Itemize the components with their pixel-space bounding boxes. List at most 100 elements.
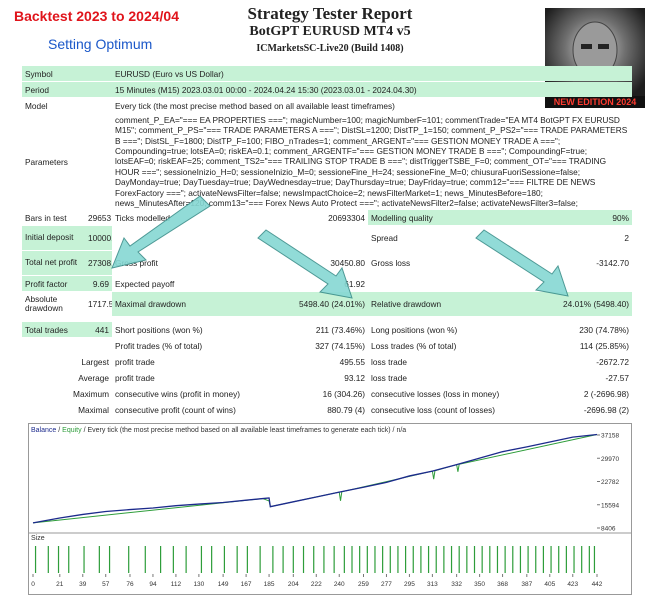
x-tick-label: 295 [404,581,415,588]
y-tick-label: 29970 [601,456,619,463]
size-bar [473,546,476,573]
y-tick-label: 37158 [601,433,619,440]
label: Ticks modelled [115,212,171,223]
value: 230 (74.78%) [579,324,630,335]
x-tick-label: 76 [126,581,134,588]
size-bar [558,546,560,573]
x-tick-label: 185 [264,581,275,588]
size-bar [185,546,187,573]
x-tick-label: 0 [31,581,35,588]
label: Initial deposit [22,226,85,251]
label: profit trade [115,372,155,383]
label: Parameters [25,156,68,167]
value: 211 (73.46%) [315,324,366,335]
size-bar [581,546,583,573]
left-subtitle: Setting Optimum [48,36,153,52]
size-bar [527,546,529,573]
size-bar [223,546,226,573]
size-bar [57,546,60,573]
legend-entry: Equity [62,427,82,434]
row: Maximum consecutive wins (profit in money… [22,386,632,401]
value: 90% [500,210,633,226]
row: Period 15 Minutes (M15) 2023.03.01 00:00 … [22,82,633,97]
row: Model Every tick (the most precise method… [22,98,632,113]
size-bar [108,546,111,573]
size-bar [128,546,130,573]
label: profit trade [115,356,155,367]
label: loss trade [371,372,407,383]
label: Maximum [73,388,110,399]
value: 5498.40 (24.01%) [250,292,369,317]
x-tick-label: 350 [474,581,485,588]
value: 114 (25.85%) [579,340,630,351]
balance-chart: Balance / Equity / Every tick (the most … [28,423,632,595]
value: 10000.00 [85,226,113,251]
size-bar [302,546,305,573]
series-line [32,433,598,524]
label: Gross profit [115,258,158,269]
legend: Balance / Equity / Every tick (the most … [31,427,406,434]
size-bar [593,546,596,573]
x-tick-label: 222 [311,581,322,588]
size-bar [535,546,537,573]
label: Expected payoff [115,278,175,289]
size-bar [435,546,437,573]
size-bar [366,546,368,573]
label: Profit factor [22,276,85,292]
x-tick-label: 313 [427,581,438,588]
value: 24.01% (5498.40) [500,292,633,317]
size-bar [512,546,514,573]
value: 93.12 [344,372,366,383]
label: loss trade [371,356,407,367]
label: Short positions (won %) [115,324,203,335]
size-bar [404,546,407,573]
size-bar [272,546,274,573]
value: 61.92 [344,278,366,289]
size-bar [172,546,174,573]
size-bar [144,546,146,573]
size-bar [573,546,575,573]
x-tick-label: 368 [497,581,508,588]
value: -2672.72 [596,356,630,367]
size-bar [504,546,506,573]
size-bar [98,546,100,573]
value: 30450.80 [330,258,366,269]
label: Gross loss [371,258,411,269]
value: 29653 [88,212,112,223]
value: comment_P_EA="=== EA PROPERTIES ==="; ma… [115,115,628,208]
label: Symbol [22,66,113,81]
report-title: Strategy Tester Report [247,4,413,23]
size-bar [489,546,491,573]
x-tick-label: 259 [358,581,369,588]
label: Total net profit [22,251,85,276]
row: Average profit trade 93.12 loss trade -27.57 [22,370,632,385]
label: Loss trades (% of total) [371,340,457,351]
size-bar [160,546,162,573]
size-bar [412,546,414,573]
value: 27308.10 [85,251,113,276]
value: -3142.70 [596,258,630,269]
value: 2 (-2696.98) [583,388,630,399]
size-bar [34,546,37,573]
size-bar [323,546,325,573]
x-tick-label: 405 [544,581,555,588]
separator: / [84,427,86,434]
size-bar [351,546,353,573]
size-label: Size [31,535,45,542]
size-bar [519,546,522,573]
x-tick-label: 57 [102,581,110,588]
row: Absolute drawdown 1717.59Maximal drawdown… [22,292,633,317]
x-tick-label: 204 [288,581,299,588]
label: Total trades [22,322,85,338]
x-tick-label: 149 [218,581,229,588]
y-tick-label: 15594 [601,502,619,509]
label: consecutive loss (count of losses) [371,404,496,415]
value: 20693304 [328,212,366,223]
label: Spread [371,233,398,244]
row: Largest profit trade 495.55 loss trade -2672… [22,354,632,369]
value: 2 [624,233,630,244]
server: ICMarketsSC-Live20 (Build 1408) [256,43,404,54]
size-bar [542,546,545,573]
legend-note: Every tick (the most precise method base… [87,427,390,434]
label: Modelling quality [368,210,501,226]
